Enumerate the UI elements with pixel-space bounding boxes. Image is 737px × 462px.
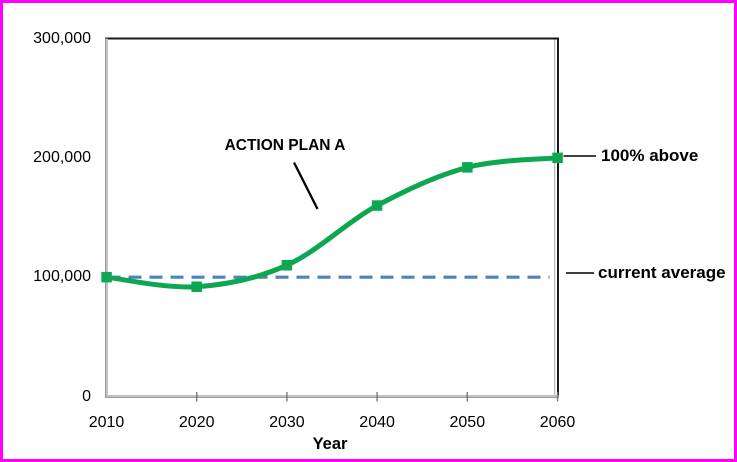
data-point-marker-2040 [371, 200, 383, 211]
x-tick-label-2020: 2020 [178, 414, 215, 431]
data-point-marker-2060 [552, 152, 563, 164]
annotation-current-average: current average [598, 263, 726, 282]
x-tick-label-2040: 2040 [359, 414, 395, 431]
y-tick-label-300,000: 300,000 [33, 29, 91, 47]
x-axis-title: Year [312, 435, 348, 453]
x-tick-label-2060: 2060 [539, 414, 576, 431]
data-point-marker-2020 [191, 281, 202, 292]
x-tick-label-2010: 2010 [88, 414, 125, 431]
data-point-marker-2010 [101, 271, 112, 283]
leader-line-action-plan-a [292, 161, 319, 210]
annotation-100-above: 100% above [601, 146, 699, 165]
x-tick-label-2030: 2030 [269, 414, 305, 431]
y-tick-label-100,000: 100,000 [33, 268, 91, 286]
annotation-action-plan-a: ACTION PLAN A [224, 137, 346, 154]
y-tick-label-200,000: 200,000 [33, 148, 91, 166]
data-point-marker-2050 [462, 162, 473, 173]
x-tick-label-2050: 2050 [449, 414, 486, 431]
data-point-marker-2030 [281, 260, 293, 271]
series-line-action-plan-a [104, 155, 560, 290]
y-tick-label-0: 0 [82, 387, 91, 405]
